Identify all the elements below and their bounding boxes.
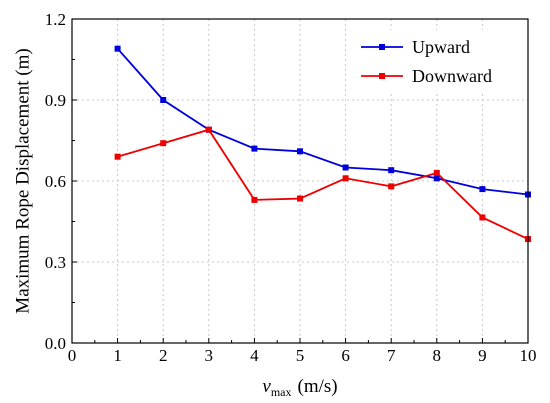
- data-point-downward: [205, 126, 212, 133]
- y-tick-label: 1.2: [45, 10, 66, 29]
- data-point-upward: [160, 97, 167, 103]
- legend-item-downward: Downward: [361, 66, 492, 86]
- x-axis-symbol: v: [262, 376, 271, 397]
- x-tick-label: 10: [520, 346, 537, 365]
- data-point-upward: [114, 45, 121, 52]
- x-tick-label: 7: [387, 346, 396, 365]
- data-point-upward: [251, 145, 258, 152]
- x-tick-label: 4: [250, 346, 259, 365]
- series-line-upward: [116, 48, 529, 196]
- axis-ticks: 0 1 2 3 4 5 6 7 8 9 10 0.0 0.3 0.6 0.9 1.2: [45, 10, 537, 365]
- legend: Upward Downward: [352, 30, 522, 94]
- data-point-downward: [388, 183, 395, 190]
- data-point-downward: [433, 169, 440, 176]
- x-tick-label: 8: [433, 346, 442, 365]
- data-point-downward: [251, 196, 258, 203]
- series-downward: [114, 126, 531, 243]
- data-point-downward: [479, 214, 486, 221]
- x-tick-label: 3: [205, 346, 214, 365]
- x-tick-label: 6: [341, 346, 350, 365]
- x-tick-label: 9: [478, 346, 487, 365]
- series-line-downward: [117, 128, 529, 240]
- data-point-upward: [433, 175, 440, 182]
- data-point-upward: [342, 164, 349, 171]
- y-tick-label: 0.3: [45, 253, 66, 272]
- x-tick-label: 2: [159, 346, 168, 365]
- y-tick-label: 0.9: [45, 91, 66, 110]
- y-tick-label: 0.6: [45, 172, 66, 191]
- x-tick-label: 5: [296, 346, 305, 365]
- data-point-downward: [160, 140, 167, 147]
- legend-label-upward: Upward: [412, 37, 470, 57]
- data-point-downward: [114, 153, 121, 160]
- data-point-upward: [479, 186, 486, 193]
- y-tick-label: 0.0: [45, 334, 66, 353]
- x-tick-label: 1: [113, 346, 122, 365]
- grid: [72, 19, 528, 343]
- data-point-upward: [388, 167, 395, 174]
- legend-label-downward: Downward: [412, 66, 492, 86]
- data-point-downward: [342, 175, 349, 182]
- x-axis-label: vmax (m/s): [262, 376, 337, 399]
- legend-item-upward: Upward: [361, 37, 470, 57]
- data-point-upward: [297, 148, 303, 155]
- y-axis-label: Maximum Rope Displacement (m): [12, 48, 33, 313]
- legend-marker-downward: [379, 73, 385, 79]
- series-layer: [114, 45, 531, 243]
- data-point-downward: [297, 195, 303, 202]
- x-axis-unit: (m/s): [298, 376, 338, 397]
- legend-box: [352, 30, 522, 94]
- x-tick-label: 0: [68, 346, 77, 365]
- x-axis-subscript: max: [271, 385, 292, 399]
- legend-marker-upward: [379, 44, 385, 50]
